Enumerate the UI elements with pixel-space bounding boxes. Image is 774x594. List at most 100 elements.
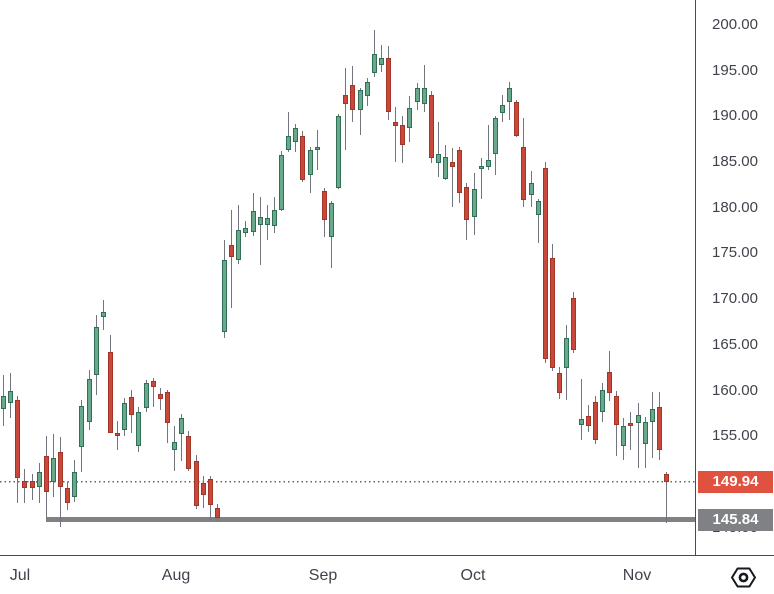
candle-wick (487, 124, 489, 171)
candle-up (378, 57, 384, 66)
time-scale[interactable]: Jul Aug Sep Oct Nov (0, 555, 774, 594)
current-price-line (0, 481, 695, 484)
candle-wick (452, 148, 454, 207)
candle-down (350, 85, 356, 110)
time-tick-label: Jul (9, 567, 31, 584)
candle-up (179, 417, 185, 435)
candle-down (200, 482, 206, 495)
candle-wick (152, 377, 154, 407)
candle-down (521, 146, 527, 200)
candle-up (328, 203, 334, 238)
price-tick-label: 160.00 (712, 381, 758, 399)
candle-down (129, 396, 135, 416)
candle-up (136, 411, 142, 447)
time-tick-label: Oct (460, 567, 486, 584)
candle-up (122, 403, 128, 430)
candle-down (58, 451, 64, 487)
candle-up (535, 201, 541, 216)
candle-up (478, 165, 484, 170)
candle-up (293, 128, 299, 142)
candle-up (50, 458, 56, 482)
hexagon-gear-icon[interactable] (712, 562, 774, 592)
candle-up (564, 338, 570, 368)
candle-up (264, 217, 270, 226)
candle-up (279, 154, 285, 210)
candle-down (29, 481, 35, 489)
candle-down (386, 57, 392, 112)
candle-down (343, 95, 349, 104)
price-tick-label: 185.00 (712, 153, 758, 171)
candle-up (36, 471, 42, 488)
last-price-badge: 149.94 (698, 471, 773, 494)
candle-up (485, 160, 491, 167)
candle-wick (345, 67, 347, 151)
candle-down (592, 401, 598, 440)
candle-down (550, 258, 555, 368)
price-tick-label: 170.00 (712, 290, 758, 308)
candle-wick (437, 121, 439, 177)
candle-up (1, 396, 6, 409)
candle-down (571, 298, 577, 351)
candle-wick (316, 130, 318, 171)
candle-down (193, 460, 199, 506)
candle-down (656, 407, 662, 450)
price-tick-label: 190.00 (712, 107, 758, 125)
candle-down (514, 101, 520, 136)
candle-up (79, 406, 85, 448)
candle-up (435, 153, 441, 163)
candle-down (214, 508, 220, 519)
price-tick-label: 165.00 (712, 335, 758, 353)
price-level-badge: 145.84 (698, 508, 773, 531)
candle-down (15, 399, 21, 479)
candle-wick (288, 111, 290, 153)
candle-down (457, 150, 463, 194)
candle-up (357, 89, 363, 110)
price-scale[interactable]: 200.00 195.00 190.00 185.00 180.00 175.00 170.… (695, 0, 774, 594)
candle-down (321, 191, 327, 220)
time-tick-label: Sep (308, 567, 338, 584)
candle-wick (580, 378, 582, 440)
candle-up (599, 389, 605, 412)
candle-up (243, 227, 249, 234)
candle-down (229, 245, 235, 258)
candle-down (22, 481, 28, 489)
candle-wick (651, 392, 653, 459)
time-tick-label: Nov (622, 567, 652, 584)
price-tick-label: 155.00 (712, 427, 758, 445)
time-tick-label: Aug (161, 567, 191, 584)
candle-up (578, 418, 584, 426)
candle-up (492, 118, 498, 154)
candle-up (286, 136, 292, 151)
candle-up (621, 426, 627, 447)
candle-wick (373, 29, 375, 78)
candle-up (314, 146, 320, 151)
candle-up (649, 408, 655, 422)
candle-down (585, 416, 591, 427)
candle-up (236, 229, 242, 260)
chart-plot-area[interactable] (0, 0, 695, 555)
candle-up (143, 383, 149, 408)
candle-wick (637, 403, 639, 469)
candle-wick (480, 158, 482, 199)
candle-down (65, 488, 71, 503)
candle-wick (359, 88, 361, 135)
candle-up (257, 216, 263, 226)
candle-up (528, 183, 534, 195)
support-level-line[interactable] (46, 517, 695, 523)
candle-down (557, 373, 563, 394)
candle-wick (666, 471, 668, 524)
candle-up (421, 88, 427, 105)
candle-up (100, 311, 106, 317)
candle-down (115, 432, 121, 437)
candle-up (93, 326, 99, 375)
candle-wick (395, 107, 397, 163)
candle-up (172, 441, 178, 450)
candle-down (450, 162, 456, 167)
candle-down (107, 352, 113, 433)
price-tick-label: 195.00 (712, 61, 758, 79)
candle-down (428, 95, 434, 159)
candle-up (371, 54, 377, 73)
candle-down (43, 456, 49, 492)
candle-up (307, 150, 313, 175)
